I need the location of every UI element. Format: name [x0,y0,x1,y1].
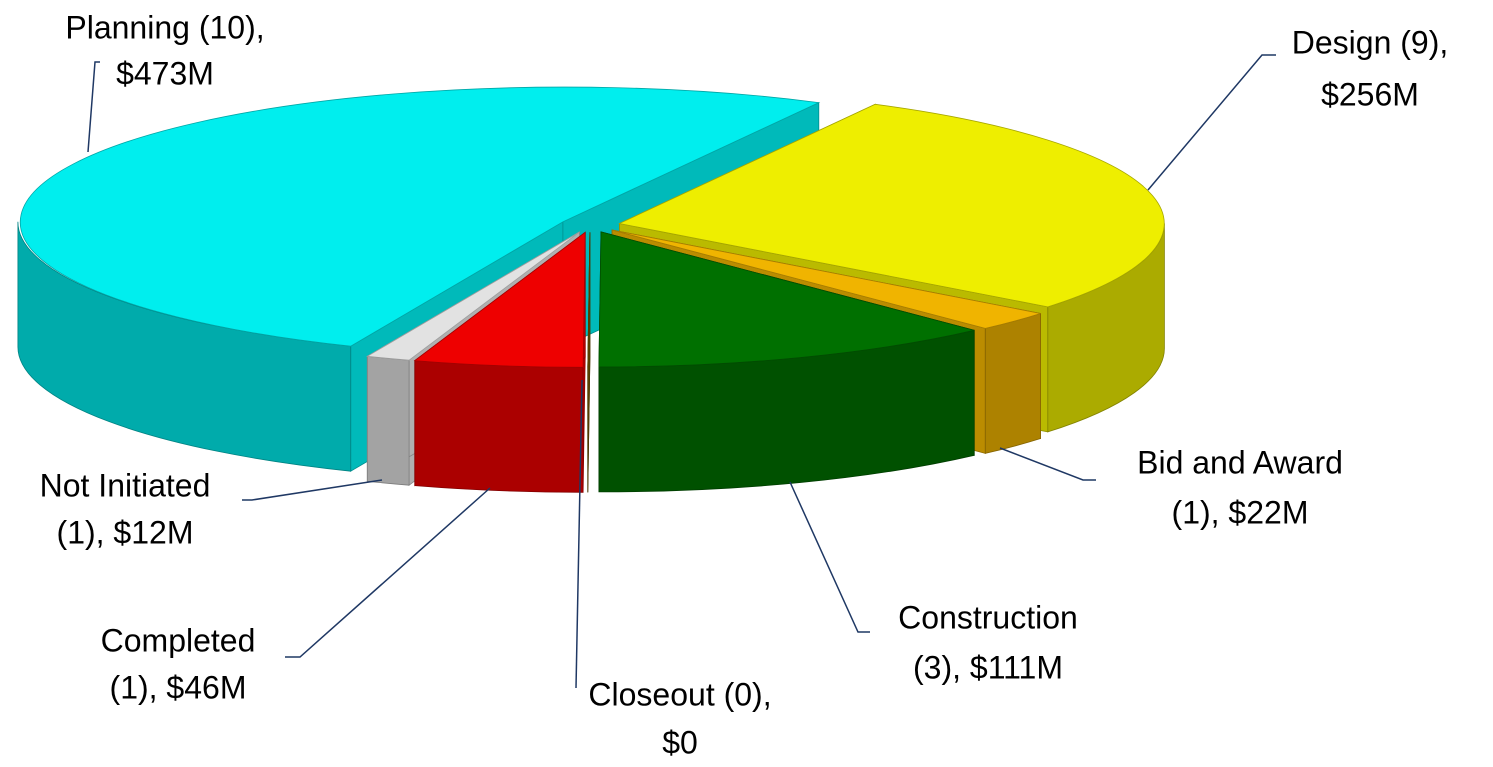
slice-label: Planning (10), [65,9,264,45]
slice [598,231,975,368]
slice-label: (3), $111M [913,649,1063,685]
leader-line [999,447,1096,481]
leader-line [285,487,491,658]
slice-label: Bid and Award [1137,444,1343,480]
slice-side [366,355,410,486]
pie-tops [19,86,1165,368]
slice [366,231,580,361]
slice-label: (1), $22M [1172,494,1309,530]
leader-line [789,481,870,633]
leader-line [575,379,583,689]
slice-label: $256M [1321,76,1419,112]
slice-label: Completed [101,622,256,658]
slice-label: Closeout (0), [588,676,771,712]
slice [611,229,1041,329]
leader-line [242,479,383,501]
slice-label: (1), $12M [57,514,194,550]
slice-side [414,360,584,493]
slice-side [984,312,1041,454]
slice-label: (1), $46M [110,669,247,705]
slice-label: Construction [898,599,1078,635]
slice-label: $0 [662,724,698,760]
slice-label: $473M [116,55,214,91]
leader-line [1147,54,1276,191]
labels: Design (9), $256M Bid and Award (1), $22M Co… [40,9,1449,760]
slice-label: Design (9), [1292,24,1449,60]
leader-line [87,61,100,153]
slice [19,86,821,347]
slice-label: Not Initiated [40,467,211,503]
slice [413,231,586,368]
slice [618,103,1165,308]
slice [587,232,591,368]
